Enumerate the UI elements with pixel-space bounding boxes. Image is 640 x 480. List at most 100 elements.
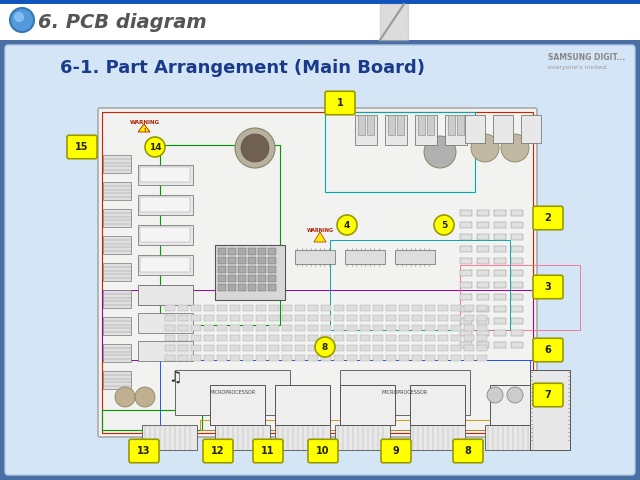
Bar xyxy=(160,360,530,430)
Bar xyxy=(228,284,236,291)
FancyBboxPatch shape xyxy=(325,91,355,115)
Bar xyxy=(386,305,396,311)
Bar xyxy=(412,305,422,311)
Bar xyxy=(334,355,344,361)
Circle shape xyxy=(501,134,529,162)
Bar xyxy=(385,115,407,145)
Bar xyxy=(138,255,193,275)
Bar xyxy=(258,248,266,255)
Bar xyxy=(217,315,227,321)
Bar xyxy=(388,115,395,135)
Text: WARNING: WARNING xyxy=(307,228,333,232)
FancyBboxPatch shape xyxy=(129,439,159,463)
Bar xyxy=(438,335,448,341)
Bar xyxy=(410,425,465,450)
Bar xyxy=(230,335,240,341)
Bar xyxy=(397,115,404,135)
Text: 1: 1 xyxy=(337,98,344,108)
Bar xyxy=(217,355,227,361)
Bar xyxy=(460,318,472,324)
Text: 10: 10 xyxy=(316,446,330,456)
Bar xyxy=(248,248,256,255)
Bar xyxy=(360,345,370,351)
Bar xyxy=(268,257,276,264)
Bar xyxy=(218,257,226,264)
Bar xyxy=(530,370,570,450)
Bar xyxy=(165,335,175,341)
Bar xyxy=(321,305,331,311)
Bar xyxy=(460,265,580,330)
Bar xyxy=(248,275,256,282)
Bar xyxy=(438,305,448,311)
Bar xyxy=(477,270,489,276)
Bar xyxy=(258,266,266,273)
Bar xyxy=(256,345,266,351)
Bar xyxy=(425,345,435,351)
Bar xyxy=(386,335,396,341)
Bar xyxy=(238,248,246,255)
Bar xyxy=(269,355,279,361)
Bar xyxy=(138,285,193,305)
Bar xyxy=(464,355,474,361)
Bar xyxy=(373,315,383,321)
Bar xyxy=(103,263,131,281)
Bar xyxy=(165,315,175,321)
Bar xyxy=(138,225,193,245)
Text: 11: 11 xyxy=(261,446,275,456)
FancyBboxPatch shape xyxy=(533,275,563,299)
Bar xyxy=(228,266,236,273)
Bar xyxy=(321,345,331,351)
Bar xyxy=(204,345,214,351)
Bar xyxy=(282,355,292,361)
Bar xyxy=(248,266,256,273)
Bar xyxy=(295,250,335,264)
Bar xyxy=(243,355,253,361)
Bar xyxy=(256,315,266,321)
FancyBboxPatch shape xyxy=(98,108,537,437)
Bar xyxy=(410,385,465,425)
Bar xyxy=(178,335,188,341)
Bar xyxy=(138,313,193,333)
Text: everyone's invited.: everyone's invited. xyxy=(548,65,608,71)
Bar xyxy=(330,240,510,330)
Bar xyxy=(138,341,193,361)
FancyBboxPatch shape xyxy=(253,439,283,463)
Bar xyxy=(438,355,448,361)
Bar xyxy=(335,425,390,450)
Bar xyxy=(258,275,266,282)
Bar xyxy=(256,355,266,361)
Bar xyxy=(360,305,370,311)
Bar xyxy=(334,315,344,321)
Bar xyxy=(425,305,435,311)
Text: ♫: ♫ xyxy=(168,370,182,384)
Bar xyxy=(340,370,470,415)
Bar xyxy=(477,342,489,348)
Bar xyxy=(103,236,131,254)
Text: MICROPROCESSOR: MICROPROCESSOR xyxy=(210,391,256,396)
Bar xyxy=(191,345,201,351)
Bar xyxy=(308,325,318,331)
Bar xyxy=(103,344,131,362)
Bar xyxy=(178,315,188,321)
Bar xyxy=(460,270,472,276)
Bar xyxy=(367,115,374,135)
Bar xyxy=(386,345,396,351)
Text: SAMSUNG DIGIT...: SAMSUNG DIGIT... xyxy=(548,53,625,62)
Bar xyxy=(140,227,190,242)
Bar xyxy=(269,315,279,321)
Bar xyxy=(493,115,513,143)
Bar xyxy=(477,222,489,228)
Bar xyxy=(191,315,201,321)
Bar xyxy=(485,425,540,450)
Bar xyxy=(451,315,461,321)
Polygon shape xyxy=(380,4,408,40)
Bar xyxy=(427,115,434,135)
Bar xyxy=(418,115,425,135)
Text: 8: 8 xyxy=(322,343,328,351)
Bar xyxy=(399,305,409,311)
Bar xyxy=(425,315,435,321)
Bar xyxy=(191,335,201,341)
FancyBboxPatch shape xyxy=(5,45,635,475)
Bar xyxy=(412,335,422,341)
Bar xyxy=(477,345,487,351)
